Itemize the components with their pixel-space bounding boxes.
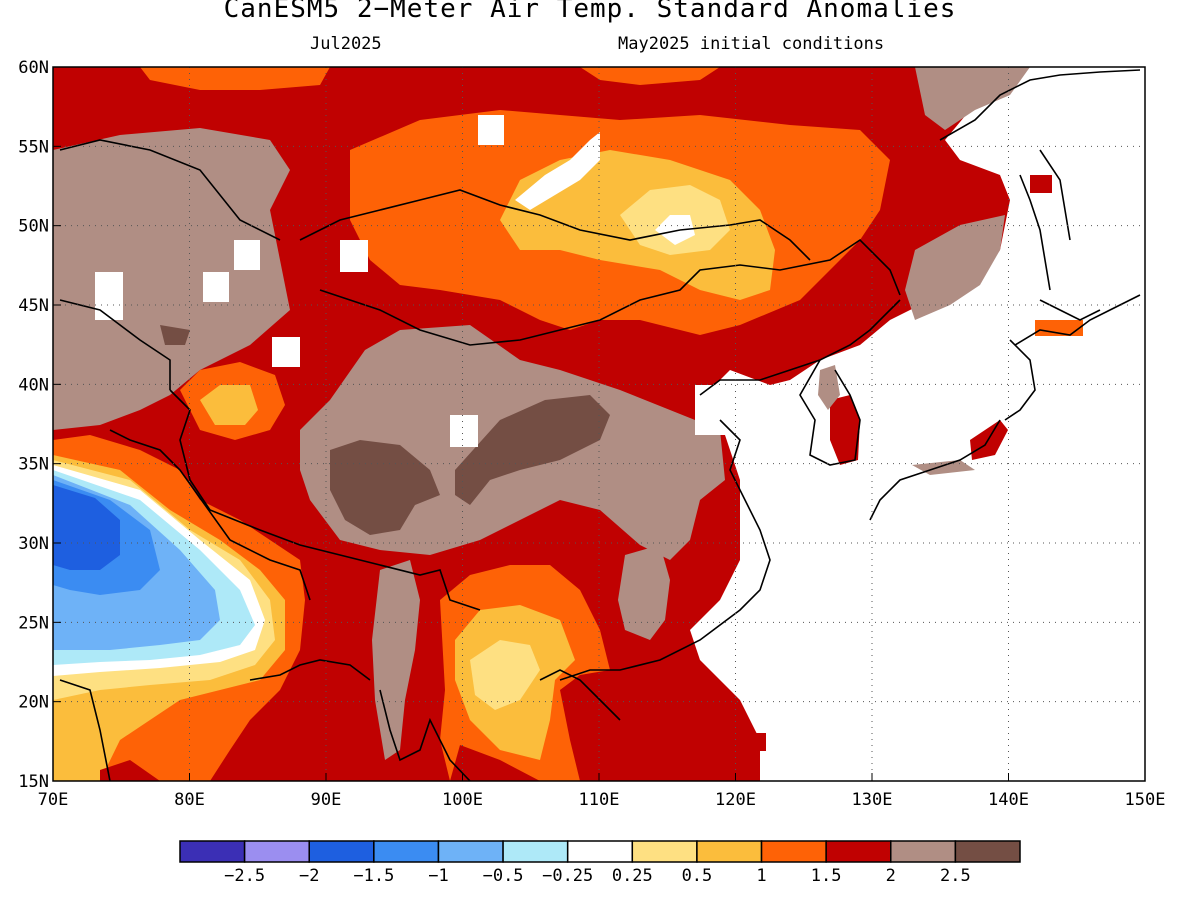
colorbar-swatch [825,840,892,863]
lon-tick-label: 80E [174,790,205,810]
init-conditions: May2025 initial conditions [618,34,885,54]
colorbar-swatch [954,840,1021,863]
masked-lake-6 [450,415,478,447]
colorbar-swatch [437,840,504,863]
coast-russia-east [939,69,1141,141]
lat-tick-label: 45N [18,296,49,316]
colorbar-label: −1.5 [353,866,394,886]
lon-tick-label: 120E [715,790,756,810]
colorbar-swatch [890,840,957,863]
coast-hokkaido [1014,294,1141,346]
field-brown-west [53,128,290,430]
field-red-malaya [450,745,540,781]
coast-india [59,659,371,781]
field-red-sakhalin [1030,175,1052,193]
colorbar-label: −2.5 [224,866,265,886]
colorbar-swatch [696,840,763,863]
masked-lake-baikal [515,132,600,210]
field-brown-myanmar [372,560,420,760]
lat-tick-label: 20N [18,693,49,713]
border-himalaya [109,429,311,601]
masked-lake-4 [340,240,368,272]
field-red-korea [830,395,860,465]
field-brown-korea [818,365,840,410]
field-red-taiwan [748,733,766,751]
masked-lake-8 [695,385,740,435]
colorbar-label: −0.5 [483,866,524,886]
lon-tick-label: 100E [442,790,483,810]
colorbar-label: −0.25 [542,866,593,886]
colorbar-label: −2 [299,866,319,886]
field-red-luzon [735,765,750,781]
coast-sakhalin [1019,149,1071,291]
colorbar-swatch [373,840,440,863]
lat-tick-label: 35N [18,455,49,475]
lat-tick-label: 55N [18,137,49,157]
border-kazakh [59,139,281,390]
lon-tick-label: 90E [311,790,342,810]
colorbar-swatch [631,840,698,863]
colorbar-swatch [502,840,569,863]
field-brown-northeast [915,67,1030,130]
lat-tick-label: 40N [18,375,49,395]
field-red-south-india [100,760,160,781]
colorbar-swatch [308,840,375,863]
colorbar-swatch [243,840,310,863]
coast-indochina [379,669,621,781]
field-red-japan [970,420,1008,460]
lon-tick-label: 140E [988,790,1029,810]
colorbar-swatch [760,840,827,863]
field-darkbrown-loess [455,395,610,505]
lon-tick-label: 150E [1125,790,1166,810]
lat-tick-label: 50N [18,217,49,237]
field-brown-manchuria [905,215,1005,320]
field-white-north [655,215,695,245]
lon-tick-label: 130E [852,790,893,810]
field-orange-northrim [140,67,330,90]
lat-tick-label: 15N [18,772,49,792]
lat-tick-label: 25N [18,613,49,633]
valid-month: Jul2025 [310,34,382,54]
colorbar-swatch [566,840,634,863]
colorbar: −2.5 −2 −1.5 −1 −0.5 −0.25 0.25 0.5 1 1.5 2 2.5 [179,840,1021,886]
field-royalblue-india [53,485,120,570]
field-brown-south-china [618,545,670,640]
field-orange-top [580,67,720,85]
colorbar-label: −1 [428,866,448,886]
field-darkbrown-west [160,325,190,345]
masked-lake-5 [272,337,300,367]
lat-tick-label: 30N [18,534,49,554]
anomaly-fields [53,67,1145,781]
lon-tick-label: 70E [38,790,69,810]
colorbar-label: 1 [756,866,766,886]
colorbar-label: 1.5 [811,866,842,886]
masked-ocean-east [690,67,1145,781]
lon-tick-label: 110E [579,790,620,810]
gridlines [53,67,1145,781]
border-mongolia [299,189,901,346]
masked-lake-7 [478,115,504,145]
colorbar-swatch [179,840,246,863]
field-lightorange-tarim [200,385,258,425]
axis-labels: 70E 80E 90E 100E 110E 120E 130E 140E 150E 60N 55N 5… [18,58,1165,810]
lat-tick-label: 60N [18,58,49,78]
colorbar-label: 2 [886,866,896,886]
masked-lake-1 [95,272,123,320]
colorbar-label: 2.5 [940,866,971,886]
coastlines [59,69,1141,781]
field-yellow-indochina [470,640,540,710]
colorbar-label: 0.25 [612,866,653,886]
field-darkbrown-tibet [330,440,440,535]
coast-korea [799,359,861,466]
field-orange-hokkaido [1035,320,1083,336]
border-china-west [169,389,481,611]
masked-lake-3 [234,240,260,270]
map-title: CanESM5 2−Meter Air Temp. Standard Anoma… [223,0,957,24]
colorbar-label: 0.5 [682,866,713,886]
masked-lake-2 [203,272,229,302]
